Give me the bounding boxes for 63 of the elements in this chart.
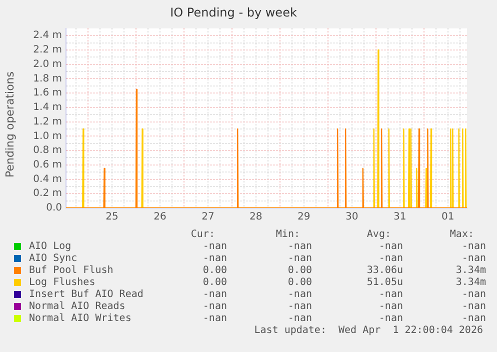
y-tick-label: 2.4 m: [33, 30, 62, 42]
text: Min:: [274, 229, 301, 241]
text: -nan: [202, 301, 227, 313]
text: 51.05u: [366, 277, 403, 289]
y-tick-label: 0.6 m: [33, 159, 62, 170]
legend-label: AIO Sync: [29, 253, 78, 265]
text: 0.00: [286, 265, 312, 277]
y-tick-label: 2.0 m: [33, 58, 62, 70]
text: -nan: [202, 241, 227, 253]
text: 0.00: [202, 265, 227, 277]
text: -nan: [378, 301, 403, 313]
text: -nan: [286, 301, 312, 313]
legend-label: Normal AIO Writes: [29, 313, 132, 325]
text: -nan: [286, 241, 312, 253]
x-tick-label: 30: [346, 212, 358, 223]
text: -nan: [378, 241, 403, 253]
text: Cur:: [190, 229, 216, 241]
text: -nan: [378, 289, 403, 301]
text: -nan: [460, 301, 486, 313]
x-tick-label: 29: [298, 212, 310, 223]
legend-label: AIO Log: [29, 241, 72, 253]
text: Last update: Wed Apr 1 22:00:04 2026: [254, 325, 483, 336]
text: 0.00: [202, 277, 227, 289]
text: -nan: [378, 313, 403, 325]
text: -nan: [202, 289, 227, 301]
text: 0.00: [286, 277, 312, 289]
x-tick-label: 26: [154, 212, 166, 223]
y-tick-label: 2.2 m: [33, 44, 62, 56]
text: Avg:: [366, 229, 392, 241]
x-tick-label: 31: [393, 212, 406, 223]
x-tick-label: 27: [202, 212, 214, 223]
legend-label: Buf Pool Flush: [29, 265, 114, 277]
legend-label: Log Flushes: [29, 277, 96, 289]
text: -nan: [286, 289, 312, 301]
legend-label: Normal AIO Reads: [29, 301, 126, 313]
text: -nan: [460, 289, 486, 301]
chart-title: IO Pending - by week: [170, 5, 297, 20]
text: -nan: [460, 241, 486, 253]
y-axis-title: Pending operations: [4, 70, 17, 178]
y-tick-label: 1.0 m: [33, 130, 62, 142]
x-tick-label: 28: [250, 212, 262, 223]
text: -nan: [286, 253, 312, 265]
text: 3.34m: [454, 277, 486, 289]
y-tick-label: 1.4 m: [33, 102, 62, 114]
text: 3.34m: [454, 265, 486, 277]
text: -nan: [460, 253, 486, 265]
y-tick-label: 1.2 m: [33, 116, 62, 128]
text: -nan: [378, 253, 403, 265]
y-tick-label: 1.8 m: [33, 73, 62, 84]
text: -nan: [460, 313, 486, 325]
y-tick-label: 1.6 m: [33, 88, 62, 99]
y-tick-label: 0.0: [46, 202, 62, 214]
text: 33.06u: [366, 265, 403, 277]
y-tick-label: 0.8 m: [33, 145, 62, 156]
text: Max:: [448, 229, 475, 241]
text: -nan: [202, 313, 227, 325]
text: -nan: [286, 313, 312, 325]
y-tick-label: 0.4 m: [33, 174, 62, 185]
legend-label: Insert Buf AIO Read: [29, 289, 144, 301]
x-tick-label: 25: [106, 212, 118, 223]
text: -nan: [202, 253, 227, 265]
y-tick-label: 0.2 m: [33, 188, 62, 200]
x-tick-label: 01: [441, 212, 454, 223]
